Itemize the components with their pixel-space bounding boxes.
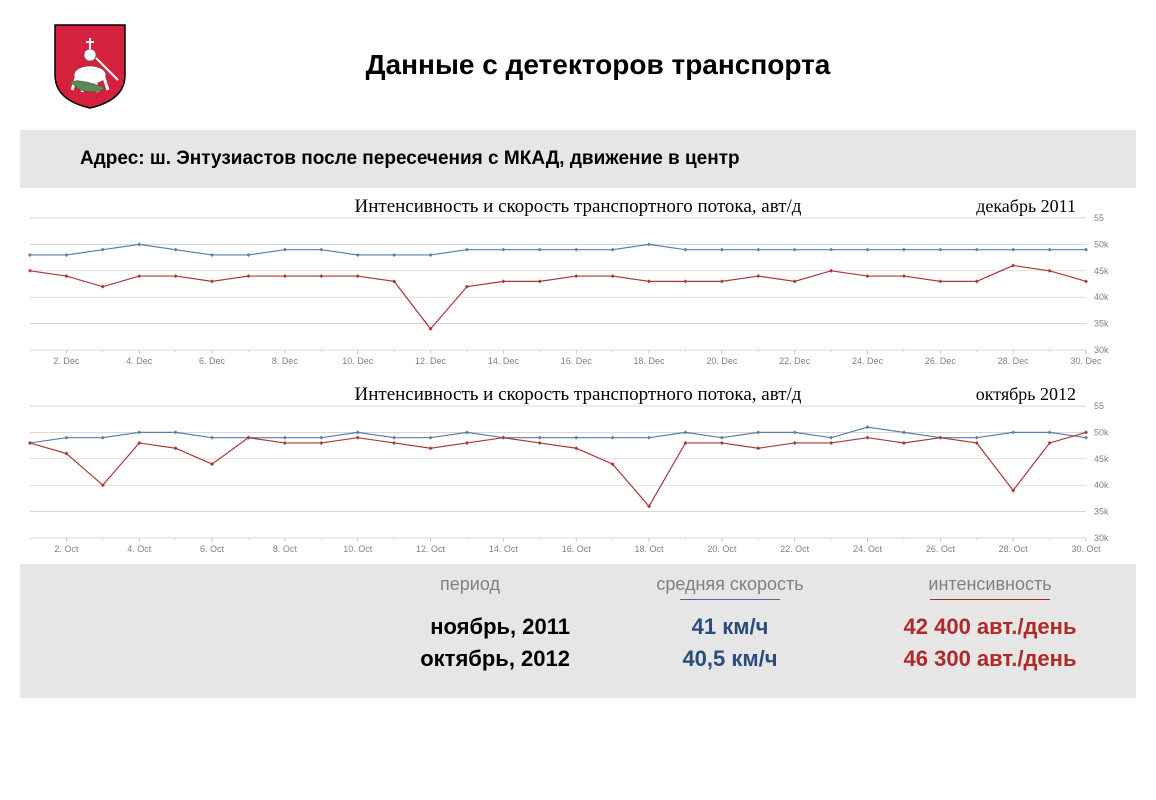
svg-text:10. Oct: 10. Oct [343,544,373,554]
svg-text:30k: 30k [1094,533,1109,543]
svg-text:30. Dec: 30. Dec [1070,356,1102,366]
svg-text:30k: 30k [1094,345,1109,355]
svg-text:20. Oct: 20. Oct [707,544,737,554]
svg-text:45k: 45k [1094,266,1109,276]
summary-row-1: октябрь, 2012 40,5 км/ч 46 300 авт./день [20,646,1136,672]
svg-text:18. Dec: 18. Dec [634,356,666,366]
svg-text:14. Dec: 14. Dec [488,356,520,366]
svg-text:26. Oct: 26. Oct [926,544,956,554]
svg-text:30. Oct: 30. Oct [1071,544,1101,554]
svg-text:12. Dec: 12. Dec [415,356,447,366]
page: Данные с детекторов транспорта Адрес: ш.… [0,0,1156,800]
col-header-period: период [340,574,600,595]
svg-text:28. Dec: 28. Dec [998,356,1030,366]
svg-text:8. Oct: 8. Oct [273,544,298,554]
chart-period-1: октябрь 2012 [976,384,1076,405]
col-header-speed: средняя скорость [600,574,860,595]
summary-header-row: период средняя скорость интенсивность [20,574,1136,595]
svg-text:10. Dec: 10. Dec [342,356,374,366]
row0-intensity: 42 400 авт./день [860,614,1120,640]
row1-speed: 40,5 км/ч [600,646,860,672]
svg-text:6. Dec: 6. Dec [199,356,226,366]
svg-text:50k: 50k [1094,427,1109,437]
svg-text:35k: 35k [1094,319,1109,329]
chart-block-0: Интенсивность и скорость транспортного п… [20,196,1136,376]
chart-1: 30k35k40k45k50k552. Oct4. Oct6. Oct8. Oc… [20,384,1136,564]
svg-text:12. Oct: 12. Oct [416,544,446,554]
chart-title-1: Интенсивность и скорость транспортного п… [20,384,1136,406]
svg-text:45k: 45k [1094,454,1109,464]
row0-period: ноябрь, 2011 [340,614,600,640]
moscow-coat-of-arms-icon [50,20,130,110]
address-bar: Адрес: ш. Энтузиастов после пересечения … [20,130,1136,188]
header: Данные с детекторов транспорта [0,0,1156,120]
svg-text:16. Oct: 16. Oct [562,544,592,554]
row1-intensity: 46 300 авт./день [860,646,1120,672]
svg-text:4. Dec: 4. Dec [126,356,153,366]
chart-block-1: Интенсивность и скорость транспортного п… [20,384,1136,564]
chart-title-0: Интенсивность и скорость транспортного п… [20,196,1136,218]
svg-text:16. Dec: 16. Dec [561,356,593,366]
summary-row-0: ноябрь, 2011 41 км/ч 42 400 авт./день [20,614,1136,640]
page-title: Данные с детекторов транспорта [160,49,1036,81]
chart-0: 30k35k40k45k50k552. Dec4. Dec6. Dec8. De… [20,196,1136,376]
svg-text:24. Dec: 24. Dec [852,356,884,366]
svg-text:4. Oct: 4. Oct [127,544,152,554]
svg-text:20. Dec: 20. Dec [706,356,738,366]
svg-text:35k: 35k [1094,507,1109,517]
svg-text:14. Oct: 14. Oct [489,544,519,554]
svg-text:22. Oct: 22. Oct [780,544,810,554]
svg-text:18. Oct: 18. Oct [635,544,665,554]
svg-text:26. Dec: 26. Dec [925,356,957,366]
summary-underlines [20,599,1136,600]
svg-text:40k: 40k [1094,480,1109,490]
summary-table: период средняя скорость интенсивность но… [20,564,1136,698]
svg-text:6. Oct: 6. Oct [200,544,225,554]
svg-text:2. Oct: 2. Oct [54,544,79,554]
svg-text:8. Dec: 8. Dec [272,356,299,366]
svg-text:28. Oct: 28. Oct [999,544,1029,554]
charts-container: Интенсивность и скорость транспортного п… [0,196,1156,564]
col-header-intensity: интенсивность [860,574,1120,595]
svg-text:50k: 50k [1094,239,1109,249]
row1-period: октябрь, 2012 [340,646,600,672]
chart-period-0: декабрь 2011 [976,196,1076,217]
row0-speed: 41 км/ч [600,614,860,640]
svg-text:22. Dec: 22. Dec [779,356,811,366]
svg-text:2. Dec: 2. Dec [53,356,80,366]
svg-text:40k: 40k [1094,292,1109,302]
svg-text:24. Oct: 24. Oct [853,544,883,554]
